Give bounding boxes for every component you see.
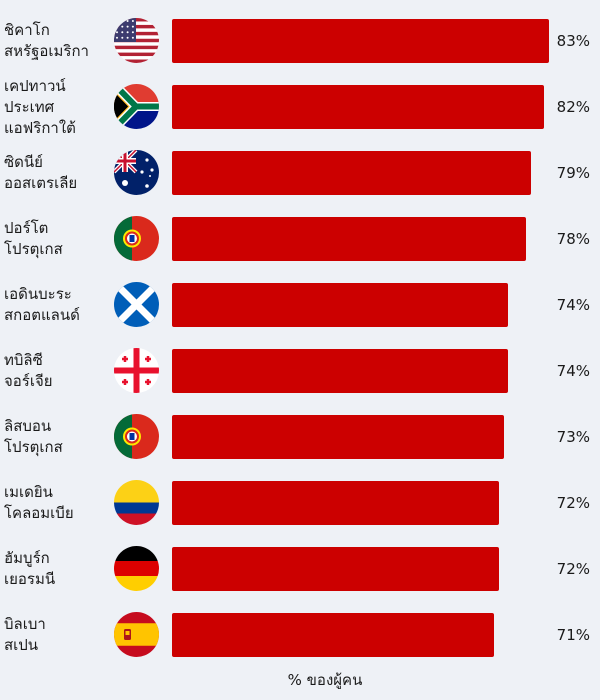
city-name: เมเดยิน	[4, 483, 53, 501]
bar	[172, 547, 500, 591]
city-name: เคปทาวน์	[4, 76, 66, 95]
city-name: ปอร์โต	[4, 219, 49, 237]
chart-row: บิลเบาสเปน 71%	[0, 602, 600, 668]
bar	[172, 283, 509, 327]
bar	[172, 217, 527, 261]
country-name: โปรตุเกส	[4, 240, 63, 258]
germany-flag-icon	[114, 546, 159, 591]
country-name: โคลอมเบีย	[4, 504, 74, 522]
city-name: ลิสบอน	[4, 417, 52, 435]
category-label: บิลเบาสเปน	[4, 602, 104, 668]
chart-row: ทบิลิซีจอร์เจีย 74%	[0, 338, 600, 404]
category-label: ปอร์โตโปรตุเกส	[4, 206, 104, 272]
country-name: ประเทศ	[4, 97, 55, 116]
city-name: บิลเบา	[4, 615, 46, 633]
bar	[172, 415, 504, 459]
category-label: ลิสบอนโปรตุเกส	[4, 404, 104, 470]
bar	[172, 151, 531, 195]
bar	[172, 19, 549, 63]
category-label: ฮัมบูร์กเยอรมนี	[4, 536, 104, 602]
category-label: ชิคาโกสหรัฐอเมริกา	[4, 8, 104, 74]
country-name: จอร์เจีย	[4, 372, 53, 390]
category-label: เมเดยินโคลอมเบีย	[4, 470, 104, 536]
chart-row: ลิสบอนโปรตุเกส 73%	[0, 404, 600, 470]
category-label: เอดินบะระสกอตแลนด์	[4, 272, 104, 338]
chart-row: เคปทาวน์ประเทศแอฟริกาใต้ 82%	[0, 74, 600, 140]
category-label: ทบิลิซีจอร์เจีย	[4, 338, 104, 404]
city-name: เอดินบะระ	[4, 285, 72, 303]
data-label: 79%	[556, 164, 590, 182]
portugal-flag-icon	[114, 414, 159, 459]
city-name: ชิคาโก	[4, 21, 50, 39]
georgia-flag-icon	[114, 348, 159, 393]
chart-row: ฮัมบูร์กเยอรมนี 72%	[0, 536, 600, 602]
data-label: 72%	[556, 560, 590, 578]
country-name: แอฟริกาใต้	[4, 118, 76, 137]
data-label: 78%	[556, 230, 590, 248]
city-name: ซิดนีย์	[4, 153, 43, 171]
australia-flag-icon	[114, 150, 159, 195]
scotland-flag-icon	[114, 282, 159, 327]
data-label: 82%	[556, 98, 590, 116]
data-label: 71%	[556, 626, 590, 644]
data-label: 73%	[556, 428, 590, 446]
bar	[172, 349, 509, 393]
bar	[172, 613, 495, 657]
city-name: ฮัมบูร์ก	[4, 549, 50, 567]
usa-flag-icon	[114, 18, 159, 63]
country-name: สหรัฐอเมริกา	[4, 42, 89, 60]
chart-row: ปอร์โตโปรตุเกส 78%	[0, 206, 600, 272]
category-label: เคปทาวน์ประเทศแอฟริกาใต้	[4, 74, 104, 140]
chart-row: ชิคาโกสหรัฐอเมริกา 83%	[0, 8, 600, 74]
south-africa-flag-icon	[114, 84, 159, 129]
colombia-flag-icon	[114, 480, 159, 525]
data-label: 72%	[556, 494, 590, 512]
country-name: สเปน	[4, 636, 39, 654]
chart-row: เอดินบะระสกอตแลนด์ 74%	[0, 272, 600, 338]
x-axis-label: % ของผู้คน	[287, 671, 363, 689]
data-label: 74%	[556, 296, 590, 314]
bar	[172, 481, 500, 525]
chart-row: เมเดยินโคลอมเบีย 72%	[0, 470, 600, 536]
country-name: เยอรมนี	[4, 570, 56, 588]
portugal-flag-icon	[114, 216, 159, 261]
data-label: 83%	[556, 32, 590, 50]
country-name: โปรตุเกส	[4, 438, 63, 456]
category-label: ซิดนีย์ออสเตรเลีย	[4, 140, 104, 206]
bar	[172, 85, 545, 129]
country-name: สกอตแลนด์	[4, 306, 80, 324]
chart-row: ซิดนีย์ออสเตรเลีย 79%	[0, 140, 600, 206]
city-name: ทบิลิซี	[4, 351, 43, 369]
data-label: 74%	[556, 362, 590, 380]
spain-flag-icon	[114, 612, 159, 657]
country-name: ออสเตรเลีย	[4, 174, 78, 192]
